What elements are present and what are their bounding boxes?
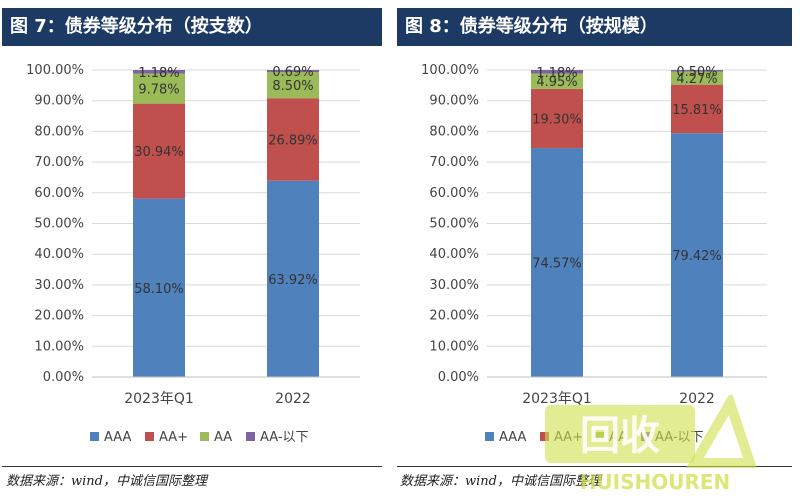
data-label: 1.18% <box>536 66 577 81</box>
y-tick-label: 70.00% <box>34 155 84 170</box>
watermark-caption: HUISHOUREN <box>580 470 731 494</box>
data-label: 58.10% <box>134 282 184 297</box>
data-label: 30.94% <box>134 145 184 160</box>
chart-title: 图 7：债券等级分布（按支数） <box>2 8 382 46</box>
stacked-bar-chart-by-count: 0.00% 10.00% 20.00% 30.00% 40.00% 50.00% 60.00… <box>26 63 360 445</box>
bar-segment-aa-0 <box>531 73 583 89</box>
data-label: 1.18% <box>138 66 179 81</box>
divider-line <box>397 466 792 467</box>
divider-line <box>2 466 382 467</box>
x-category-label: 2023年Q1 <box>522 391 592 407</box>
legend-swatch <box>485 432 494 441</box>
bar-segment-aa-1 <box>671 71 723 85</box>
legend-label: AA <box>214 430 232 445</box>
y-tick-label: 90.00% <box>34 94 84 109</box>
bar-segment-aaa-0 <box>133 198 185 377</box>
watermark-logo: 回收 HUISHOUREN <box>545 395 757 494</box>
legend-swatch <box>90 432 99 441</box>
bar-segment-aaa-0 <box>531 148 583 377</box>
data-label: 15.81% <box>672 103 722 118</box>
data-label: 74.57% <box>532 257 582 272</box>
bar-segment-aa-1 <box>671 70 723 72</box>
watermark-logo-text: 回收 <box>580 413 660 459</box>
stacked-bar-chart-by-scale: 0.00% 10.00% 20.00% 30.00% 40.00% 50.00% 60.00… <box>421 63 767 445</box>
legend-swatch <box>246 432 255 441</box>
source-note: 数据来源：wind，中诚信国际整理 <box>400 474 601 489</box>
data-label: 0.50% <box>676 65 717 80</box>
data-label: 63.92% <box>268 273 318 288</box>
data-label: 0.69% <box>272 65 313 80</box>
data-label: 8.50% <box>272 79 313 94</box>
legend-swatch <box>145 432 154 441</box>
y-tick-label: 20.00% <box>34 309 84 324</box>
y-tick-label: 0.00% <box>438 370 479 385</box>
bar-segment-aa-1 <box>671 84 723 134</box>
y-tick-label: 40.00% <box>429 247 479 262</box>
bar-segment-aa-0 <box>133 70 185 74</box>
legend-label: AA-以下 <box>260 430 309 445</box>
y-tick-label: 20.00% <box>429 309 479 324</box>
data-label: 4.27% <box>676 72 717 87</box>
bar-segment-aa-0 <box>133 103 185 199</box>
y-tick-label: 10.00% <box>429 339 479 354</box>
data-label: 79.42% <box>672 249 722 264</box>
legend-label: AAA <box>104 430 132 445</box>
y-tick-label: 50.00% <box>34 217 84 232</box>
bar-segment-aa-1 <box>267 70 319 73</box>
y-tick-label: 0.00% <box>43 370 84 385</box>
x-category-label: 2023年Q1 <box>124 391 194 407</box>
y-tick-label: 30.00% <box>34 278 84 293</box>
data-label: 26.89% <box>268 133 318 148</box>
legend-label: AAA <box>499 430 527 445</box>
bar-segment-aaa-1 <box>671 133 723 377</box>
y-tick-label: 50.00% <box>429 217 479 232</box>
bar-segment-aa-1 <box>267 72 319 99</box>
bar-segment-aa-0 <box>531 88 583 149</box>
watermark-mark <box>686 395 757 468</box>
data-label: 9.78% <box>138 83 179 98</box>
bar-segment-aa-0 <box>531 70 583 74</box>
legend-swatch <box>200 432 209 441</box>
y-tick-label: 100.00% <box>26 63 84 78</box>
bar-segment-aa-1 <box>267 98 319 181</box>
data-label: 4.95% <box>536 75 577 90</box>
y-tick-label: 90.00% <box>429 94 479 109</box>
y-tick-label: 80.00% <box>429 124 479 139</box>
bar-segment-aa-0 <box>133 73 185 104</box>
x-category-label: 2022 <box>679 391 715 407</box>
y-tick-label: 40.00% <box>34 247 84 262</box>
y-tick-label: 80.00% <box>34 124 84 139</box>
legend-swatch <box>540 432 549 441</box>
data-label: 19.30% <box>532 112 582 127</box>
y-tick-label: 100.00% <box>421 63 479 78</box>
y-tick-label: 70.00% <box>429 155 479 170</box>
chart-panel-by-scale: 图 8：债券等级分布（按规模） 0.00% 10.00% 20.00% 30.00% 4… <box>395 0 800 500</box>
y-tick-label: 30.00% <box>429 278 479 293</box>
chart-panel-by-count: 图 7：债券等级分布（按支数） 0.00% 10.00% 20.00% 30.00% 4… <box>0 0 390 500</box>
bar-segment-aaa-1 <box>267 180 319 377</box>
y-tick-label: 60.00% <box>34 186 84 201</box>
x-category-label: 2022 <box>275 391 311 407</box>
chart-title: 图 8：债券等级分布（按规模） <box>397 8 792 46</box>
y-tick-label: 10.00% <box>34 339 84 354</box>
y-tick-label: 60.00% <box>429 186 479 201</box>
watermark-badge <box>545 405 695 463</box>
legend-label: AA+ <box>159 430 188 445</box>
source-note: 数据来源：wind，中诚信国际整理 <box>6 474 207 489</box>
